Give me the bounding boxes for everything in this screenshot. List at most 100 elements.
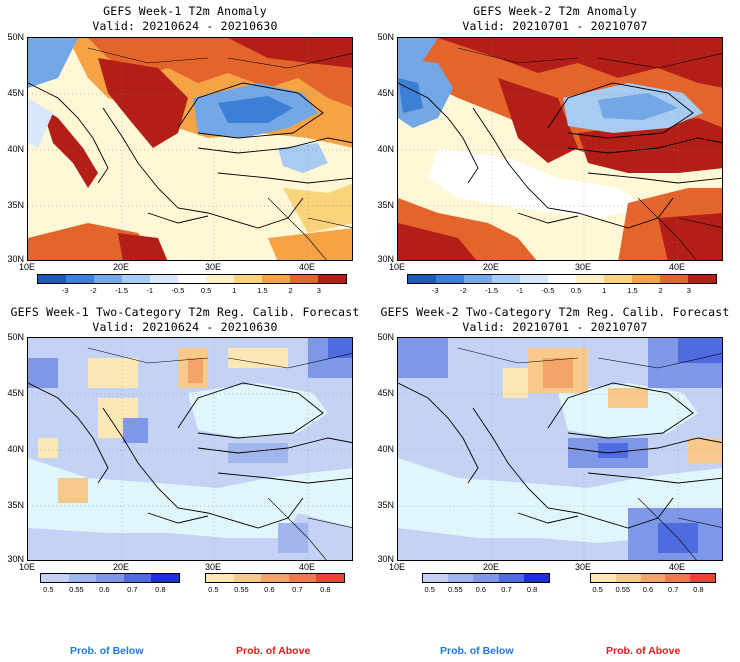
lat-label-40n: 40N xyxy=(377,444,394,454)
lon-label-20e: 20E xyxy=(482,262,500,272)
prob-below-label-right: Prob. of Below xyxy=(440,645,514,657)
lon-label-30e: 30E xyxy=(574,562,592,572)
lat-label-45n: 45N xyxy=(7,388,24,398)
below-colorbar-swatch xyxy=(473,574,499,582)
lat-label-50n: 50N xyxy=(7,332,24,342)
anomaly-colorbar-swatch xyxy=(234,275,262,283)
colorbar-tick-label: 0.5 xyxy=(208,585,219,594)
colorbar-tick-label: 0.5 xyxy=(200,286,212,295)
colorbar-tick-label: -1 xyxy=(146,286,154,295)
anomaly-colorbar-swatch xyxy=(290,275,318,283)
colorbar-tick-label: 0.6 xyxy=(99,585,110,594)
lon-label-10e: 10E xyxy=(18,262,36,272)
colorbar-tick-label: -1.5 xyxy=(115,286,128,295)
colorbar-tick-label: 0.6 xyxy=(475,585,487,594)
below-colorbar-swatch xyxy=(448,574,474,582)
lat-label-45n: 45N xyxy=(377,88,394,98)
colorbar-tick-label: -3 xyxy=(61,286,69,295)
above-colorbar-swatch xyxy=(665,574,691,582)
lat-label-30n: 30N xyxy=(377,554,394,564)
panel-valid-dates: Valid: 20210701 - 20210707 xyxy=(462,19,648,33)
anomaly-map xyxy=(27,37,353,261)
colorbar-tick-label: -2 xyxy=(90,286,97,295)
colorbar-tick-label: 2 xyxy=(288,286,293,295)
above-colorbar-swatch xyxy=(206,574,234,582)
panel-valid-dates: Valid: 20210701 - 20210707 xyxy=(462,320,648,334)
lat-label-35n: 35N xyxy=(7,200,24,210)
anomaly-colorbar-swatch xyxy=(318,275,346,283)
anomaly-map-svg xyxy=(28,38,352,260)
lat-label-40n: 40N xyxy=(377,144,394,154)
colorbar-tick-label: 1 xyxy=(602,286,607,295)
anomaly-colorbar-swatch xyxy=(548,275,576,283)
below-colorbar-swatch xyxy=(68,574,97,582)
colorbar-tick-label: 0.55 xyxy=(615,585,631,594)
colorbar-tick-label: 0.7 xyxy=(667,585,679,594)
anomaly-colorbar-swatch xyxy=(604,275,632,283)
anomaly-colorbar-swatch xyxy=(492,275,520,283)
panel-week1-anomaly: GEFS Week-1 T2m Anomaly Valid: 20210624 … xyxy=(0,0,370,300)
prob-above-label-right: Prob. of Above xyxy=(606,645,681,657)
lat-label-40n: 40N xyxy=(7,144,24,154)
lon-label-20e: 20E xyxy=(112,262,130,272)
anomaly-colorbar-swatch xyxy=(206,275,234,283)
probability-map xyxy=(27,337,353,561)
below-colorbar-swatch xyxy=(498,574,524,582)
lat-label-30n: 30N xyxy=(377,254,394,264)
above-colorbar-swatch xyxy=(261,574,289,582)
colorbar-tick-label: 0.7 xyxy=(292,585,303,594)
colorbar-tick-label: 3 xyxy=(686,286,691,295)
lon-label-10e: 10E xyxy=(18,562,36,572)
colorbar-tick-label: -0.5 xyxy=(541,286,555,295)
lat-label-50n: 50N xyxy=(7,32,24,42)
anomaly-colorbar-swatch xyxy=(262,275,290,283)
lat-label-35n: 35N xyxy=(7,500,24,510)
colorbar-tick-label: 0.55 xyxy=(234,585,249,594)
colorbar-tick-label: 0.8 xyxy=(155,585,166,594)
panel-week2-anomaly: GEFS Week-2 T2m Anomaly Valid: 20210701 … xyxy=(370,0,740,300)
anomaly-colorbar-swatch xyxy=(520,275,548,283)
panel-valid-dates: Valid: 20210624 - 20210630 xyxy=(92,320,278,334)
above-probability-colorbar xyxy=(590,573,716,583)
colorbar-tick-label: -1 xyxy=(516,286,524,295)
colorbar-tick-label: 0.8 xyxy=(526,585,538,594)
prob-below-label-left: Prob. of Below xyxy=(70,645,144,657)
anomaly-colorbar-swatch xyxy=(94,275,122,283)
below-colorbar-swatch xyxy=(423,574,449,582)
below-probability-colorbar xyxy=(40,573,180,583)
panel-title: GEFS Week-2 T2m Anomaly xyxy=(473,4,637,18)
lat-label-50n: 50N xyxy=(377,32,394,42)
panel-week1-probability: GEFS Week-1 Two-Category T2m Reg. Calib.… xyxy=(0,300,370,600)
colorbar-tick-label: 0.6 xyxy=(642,585,654,594)
colorbar-tick-label: 0.8 xyxy=(693,585,704,594)
colorbar-tick-label: 1.5 xyxy=(257,286,268,295)
panel-title: GEFS Week-2 Two-Category T2m Reg. Calib.… xyxy=(380,305,730,319)
lat-label-30n: 30N xyxy=(7,254,24,264)
above-colorbar-swatch xyxy=(690,574,715,582)
panel-title: GEFS Week-1 T2m Anomaly xyxy=(103,4,267,18)
below-colorbar-swatch xyxy=(123,574,152,582)
colorbar-tick-label: 1 xyxy=(232,286,237,295)
above-colorbar-swatch xyxy=(640,574,666,582)
anomaly-colorbar-swatch xyxy=(632,275,660,283)
lat-label-50n: 50N xyxy=(377,332,394,342)
below-colorbar-swatch xyxy=(96,574,124,582)
lat-label-45n: 45N xyxy=(7,88,24,98)
anomaly-colorbar-swatch xyxy=(178,275,206,283)
below-colorbar-swatch xyxy=(523,574,550,582)
lon-label-30e: 30E xyxy=(204,562,222,572)
below-probability-colorbar xyxy=(422,573,550,583)
lat-label-45n: 45N xyxy=(377,388,394,398)
lon-label-40e: 40E xyxy=(668,562,686,572)
lon-label-40e: 40E xyxy=(298,262,316,272)
anomaly-colorbar-swatch xyxy=(408,275,436,283)
colorbar-tick-label: 0.5 xyxy=(570,286,582,295)
lat-label-35n: 35N xyxy=(377,500,394,510)
above-colorbar-swatch xyxy=(288,574,317,582)
above-colorbar-swatch xyxy=(591,574,616,582)
lon-label-10e: 10E xyxy=(388,262,406,272)
colorbar-tick-label: 0.5 xyxy=(43,585,54,594)
lon-label-20e: 20E xyxy=(482,562,500,572)
probability-map-svg xyxy=(398,338,722,560)
anomaly-colorbar xyxy=(37,274,347,284)
